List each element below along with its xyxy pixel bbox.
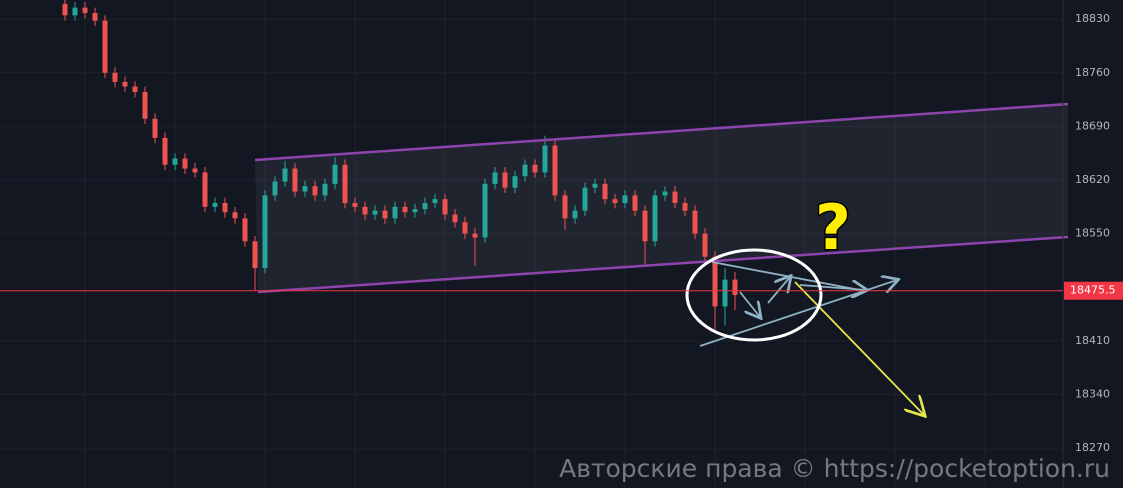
- candle-body: [492, 172, 498, 184]
- candle-body: [712, 256, 718, 307]
- candle-body: [192, 168, 198, 173]
- candle-body: [222, 203, 228, 213]
- candle-body: [112, 72, 118, 82]
- candle-body: [572, 210, 578, 219]
- candle-body: [242, 218, 248, 242]
- candle-body: [62, 3, 68, 16]
- candles: [62, 0, 738, 330]
- y-tick-label: 18340: [1075, 388, 1110, 401]
- candle-body: [592, 183, 598, 188]
- last-price-box: [1064, 281, 1123, 300]
- last-price-label: 18475.5: [1070, 284, 1116, 297]
- candle-body: [522, 164, 528, 177]
- candle-body: [262, 195, 268, 269]
- candle-body: [432, 199, 438, 204]
- candle-body: [332, 164, 338, 184]
- candle-body: [412, 209, 418, 213]
- candle-body: [732, 279, 738, 295]
- y-tick-label: 18550: [1075, 227, 1110, 240]
- candle-body: [682, 203, 688, 211]
- candle-body: [212, 203, 218, 207]
- candle-body: [642, 210, 648, 242]
- candle-body: [602, 183, 608, 200]
- y-tick-label: 18620: [1075, 173, 1110, 186]
- candle-body: [582, 187, 588, 211]
- candle-body: [312, 186, 318, 196]
- candle-body: [72, 7, 78, 16]
- candle-body: [282, 168, 288, 182]
- candle-body: [542, 145, 548, 173]
- candle-body: [172, 158, 178, 165]
- candle-body: [202, 172, 208, 207]
- candle-body: [482, 183, 488, 238]
- candle-body: [182, 158, 188, 169]
- arrow-right: [799, 285, 866, 290]
- candle-body: [372, 210, 378, 215]
- candle-body: [272, 181, 278, 196]
- y-tick-label: 18760: [1075, 66, 1110, 79]
- candle-body: [292, 168, 298, 192]
- candle-body: [122, 81, 128, 87]
- watermark: Авторские права © https://pocketoption.r…: [559, 454, 1110, 483]
- candle-body: [462, 222, 468, 234]
- candle-body: [142, 91, 148, 119]
- candle-body: [692, 210, 698, 234]
- grid: [0, 0, 1063, 488]
- candle-body: [342, 164, 348, 204]
- arrow-yellow: [794, 281, 924, 415]
- candle-body: [302, 186, 308, 192]
- candle-body: [702, 233, 708, 257]
- candle-body: [132, 86, 138, 92]
- candle-body: [622, 195, 628, 204]
- candle-body: [612, 199, 618, 204]
- question-mark: ?: [815, 191, 851, 264]
- candle-body: [442, 199, 448, 215]
- candle-body: [232, 212, 238, 219]
- candle-body: [452, 214, 458, 223]
- candle-body: [422, 203, 428, 210]
- candle-body: [382, 210, 388, 219]
- candle-body: [512, 176, 518, 188]
- highlight-ellipse: [685, 248, 823, 342]
- candle-body: [392, 206, 398, 219]
- candle-body: [532, 164, 538, 173]
- candle-body: [402, 206, 408, 213]
- y-tick-label: 18690: [1075, 119, 1110, 132]
- channel-fill: [255, 104, 1068, 292]
- candle-body: [102, 20, 108, 73]
- candle-body: [662, 191, 668, 196]
- channel-upper: [254, 102, 1069, 162]
- candle-body: [252, 241, 258, 269]
- candle-body: [562, 195, 568, 219]
- candle-body: [92, 13, 98, 21]
- y-tick-label: 18270: [1075, 441, 1110, 454]
- arrow-up: [767, 277, 790, 304]
- candle-body: [472, 233, 478, 238]
- candle-body: [722, 279, 728, 307]
- candle-body: [152, 118, 158, 138]
- candle-body: [632, 195, 638, 211]
- candle-body: [502, 172, 508, 188]
- candle-body: [652, 195, 658, 242]
- candle-body: [352, 203, 358, 207]
- candle-body: [362, 206, 368, 215]
- candle-body: [82, 7, 88, 14]
- candle-body: [322, 183, 328, 196]
- candle-body: [162, 137, 168, 165]
- candle-body: [672, 191, 678, 204]
- channel-lower: [257, 235, 1069, 294]
- y-tick-label: 18410: [1075, 334, 1110, 347]
- arrow-down: [739, 291, 760, 317]
- y-tick-label: 18830: [1075, 12, 1110, 25]
- candle-body: [552, 145, 558, 196]
- y-axis: 18270 18340 18410 18550 18620 18690 18760 18830: [1075, 12, 1110, 454]
